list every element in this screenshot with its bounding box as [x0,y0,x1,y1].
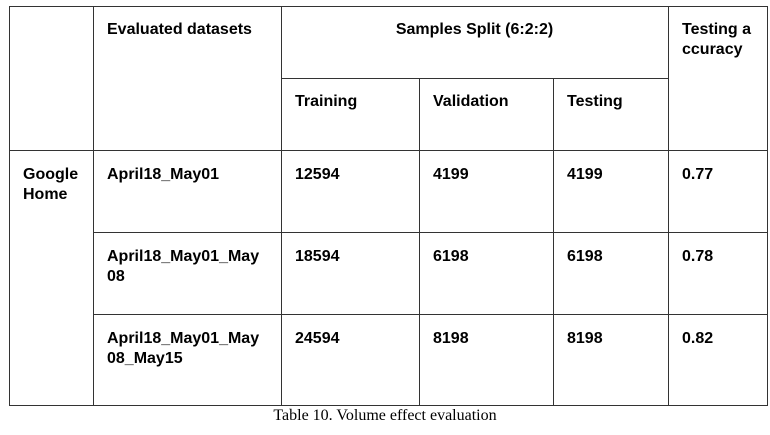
column-subheader: Training [295,93,358,110]
table-cell [553,150,669,233]
dataset-name: April18_May01_May08_May15 [107,330,260,367]
table-cell [281,232,420,315]
column-subheader: Testing [567,93,623,110]
table-caption: Table 10. Volume effect evaluation [273,407,497,424]
table-cell [553,314,669,406]
table-cell [281,314,420,406]
table-cell [281,6,669,79]
dataset-name: April18_May01 [107,166,220,183]
table-value: 24594 [295,330,340,347]
row-group-label: Google Home [23,166,79,203]
table-value: 6198 [433,248,469,265]
table-cell [281,78,420,151]
table-cell [553,232,669,315]
table-cell [668,150,768,233]
table-value: 0.77 [682,166,714,183]
table-value: 6198 [567,248,603,265]
table-cell [9,6,94,151]
table-cell [553,78,669,151]
table-value: 18594 [295,248,340,265]
column-subheader: Validation [433,93,509,110]
table-value: 4199 [433,166,469,183]
column-header: Testing accuracy [682,21,752,58]
table-cell [93,150,282,233]
table-cell [419,232,554,315]
table-value: 0.78 [682,248,714,265]
table-cell [419,150,554,233]
table-value: 0.82 [682,330,714,347]
column-header: Samples Split (6:2:2) [395,21,554,38]
table-cell [419,78,554,151]
table-cell [281,150,420,233]
table-cell [419,314,554,406]
table-cell [668,314,768,406]
column-header: Evaluated datasets [107,21,252,38]
table-value: 8198 [433,330,469,347]
table-value: 8198 [567,330,603,347]
dataset-name: April18_May01_May08 [107,248,260,285]
table-cell [668,232,768,315]
table-value: 12594 [295,166,340,183]
table-value: 4199 [567,166,603,183]
